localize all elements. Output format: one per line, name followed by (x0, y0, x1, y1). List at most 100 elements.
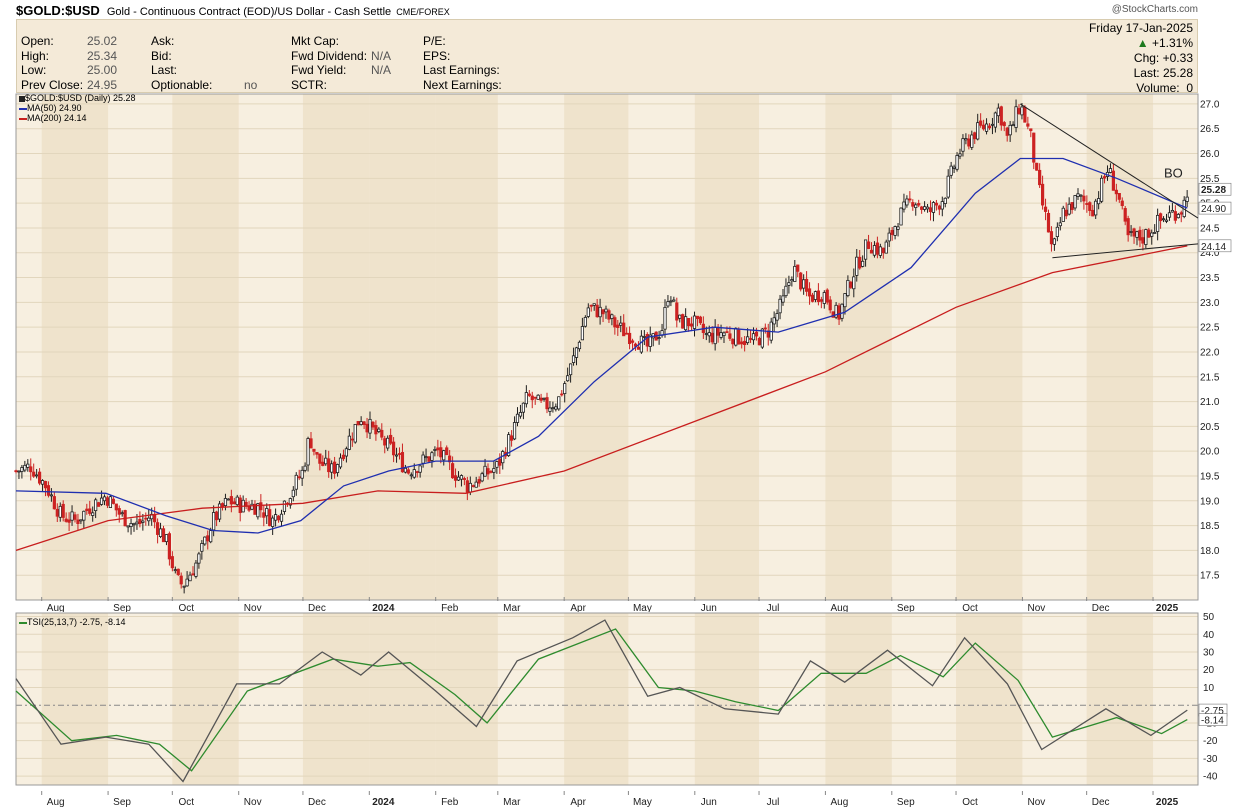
candle-body (35, 474, 39, 477)
candle-body (751, 333, 756, 341)
month-band (435, 94, 498, 600)
candle-body (828, 299, 832, 311)
candle-body (1035, 162, 1039, 171)
month-band (369, 613, 436, 785)
candle-body (1055, 226, 1059, 238)
y-tick-label: 22.5 (1200, 323, 1220, 334)
candle-body (459, 475, 464, 480)
candle-body (312, 448, 316, 452)
candle-body (359, 421, 363, 425)
fwd-dividend-label: Fwd Dividend: (291, 49, 368, 63)
candle-body (802, 279, 806, 289)
candle-body (253, 503, 257, 515)
candle-body (424, 456, 428, 459)
candle-body (728, 333, 732, 339)
last-value: 25.28 (1162, 66, 1193, 80)
price-chart[interactable]: 17.5 18.0 18.5 19.0 19.5 20.0 20.5 21.0 21.5 22.0… (0, 93, 1240, 612)
candle-body (533, 396, 537, 399)
candle-body (527, 393, 531, 396)
candle-body (574, 347, 579, 358)
candle-body (855, 256, 859, 276)
candle-body (327, 458, 331, 473)
candle-body (507, 434, 511, 456)
candle-body (630, 340, 635, 343)
x-tick-label: 2025 (1156, 603, 1179, 612)
candle-body (893, 226, 897, 236)
candle-body (1159, 213, 1163, 222)
candle-body (648, 334, 652, 347)
candle-body (1097, 198, 1101, 205)
candle-body (282, 500, 287, 512)
x-tick-label: Sep (113, 603, 131, 612)
candle-body (515, 413, 520, 423)
sctr-label: SCTR: (291, 78, 327, 92)
x-tick-label: Aug (831, 797, 849, 808)
candle-body (692, 315, 697, 329)
y-tick-label: 19.0 (1200, 496, 1220, 507)
candle-body (324, 457, 328, 465)
candle-body (979, 120, 983, 126)
candle-body (271, 517, 275, 527)
candle-body (197, 553, 201, 564)
candle-body (40, 480, 45, 485)
month-band (302, 613, 370, 785)
candle-body (548, 407, 552, 412)
candle-body (1150, 232, 1154, 237)
last-row: Last: 25.28 (1089, 66, 1193, 81)
x-tick-label: Oct (179, 797, 195, 808)
candle-body (512, 422, 517, 440)
quote-date: Friday 17-Jan-2025 (1088, 21, 1193, 35)
candle-body (1041, 183, 1045, 206)
change-percent: +1.31% (1151, 36, 1193, 50)
candle-body (129, 523, 133, 527)
candle-body (666, 301, 670, 307)
candle-body (1064, 209, 1068, 217)
candle-body (819, 299, 823, 302)
candle-body (203, 536, 207, 545)
candle-body (846, 279, 850, 297)
month-band (1086, 613, 1154, 785)
candle-body (483, 465, 487, 477)
tsi-signal-value-tag-text: -8.14 (1201, 716, 1224, 727)
candle-body (1070, 202, 1074, 211)
candle-body (964, 138, 968, 141)
change-percent-row: ▲ +1.31% (1089, 36, 1193, 51)
candle-body (633, 343, 638, 347)
candle-body (94, 499, 98, 512)
y-tick-label: 25.5 (1200, 174, 1220, 185)
y-tick-label: 26.5 (1200, 124, 1220, 135)
month-band (564, 613, 629, 785)
last-earnings-label: Last Earnings: (423, 63, 500, 77)
candle-body (822, 292, 826, 304)
candle-body (1153, 232, 1157, 234)
candle-body (577, 341, 582, 350)
candle-body (840, 303, 844, 319)
candle-body (259, 502, 263, 511)
last-price-tag-text: 25.28 (1201, 185, 1226, 196)
volume-value: 0 (1186, 81, 1193, 95)
candle-body (1126, 218, 1130, 236)
chart-title-bar: $GOLD:$USD Gold - Continuous Contract (E… (16, 3, 1198, 19)
candle-body (300, 469, 304, 479)
candle-body (335, 464, 340, 474)
candle-body (164, 534, 169, 543)
candle-body (589, 304, 593, 307)
candle-body (1161, 218, 1166, 221)
candle-body (869, 249, 874, 254)
candle-body (754, 331, 759, 337)
stockcharts-watermark[interactable]: @StockCharts.com (1111, 4, 1198, 15)
candle-body (353, 423, 357, 443)
low-label: Low: (21, 63, 47, 77)
quote-stats-panel: Open: 25.02 High: 25.34 Low: 25.00 Prev … (16, 19, 1198, 95)
candle-body (1061, 207, 1065, 222)
y-tick-label: 20 (1203, 665, 1215, 676)
candle-body (928, 207, 933, 213)
candle-body (639, 335, 644, 353)
candle-body (1076, 193, 1080, 197)
candle-body (371, 421, 375, 428)
candle-body (120, 512, 124, 515)
candle-body (268, 509, 272, 527)
y-tick-label: 20.5 (1200, 422, 1220, 433)
candle-body (743, 340, 747, 345)
tsi-chart[interactable]: -40-30-20-101020304050-2.75-8.14AugSepOc… (0, 612, 1240, 810)
